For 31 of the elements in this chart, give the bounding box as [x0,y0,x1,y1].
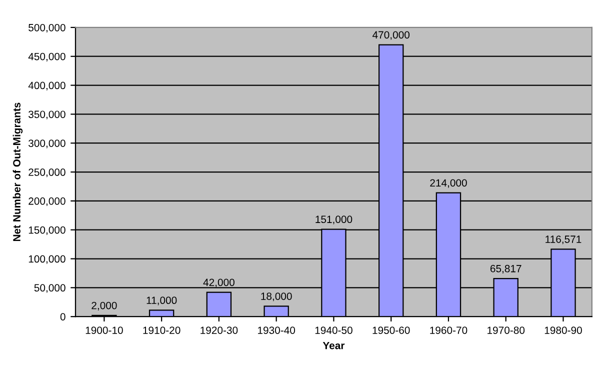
y-tick-label: 400,000 [28,82,66,90]
data-label: 11,000 [146,296,177,306]
y-axis-title: Net Number of Out-Migrants [12,102,23,242]
x-tick-label: 1980-90 [544,326,582,334]
data-label: 2,000 [92,302,117,310]
y-tick-label: 500,000 [28,24,66,33]
x-tick-label: 1960-70 [430,326,468,334]
data-label: 65,817 [490,264,522,274]
x-axis-title: Year [322,342,345,350]
y-tick-label: 200,000 [28,197,66,206]
x-tick-label: 1950-60 [372,326,410,334]
x-tick-label: 1970-80 [488,326,525,334]
y-tick-label: 300,000 [28,140,66,148]
data-label: 116,571 [546,236,582,244]
data-label: 42,000 [203,278,234,288]
y-tick-label: 250,000 [28,168,66,178]
x-tick-label: 1930-40 [258,326,296,334]
x-tick-label: 1910-20 [143,326,180,334]
y-tick-label: 0 [60,313,66,320]
y-tick-label: 50,000 [34,284,66,293]
y-tick-label: 150,000 [28,226,66,235]
data-label: 214,000 [430,179,467,188]
data-label: 18,000 [261,292,292,302]
data-label: 470,000 [372,31,410,40]
y-tick-label: 450,000 [28,52,66,62]
data-label: 151,000 [316,216,352,224]
x-tick-label: 1900-10 [86,326,123,334]
x-tick-label: 1920-30 [200,326,238,334]
y-tick-label: 100,000 [28,255,66,264]
y-tick-label: 350,000 [28,110,66,120]
x-tick-label: 1940-50 [315,326,352,334]
